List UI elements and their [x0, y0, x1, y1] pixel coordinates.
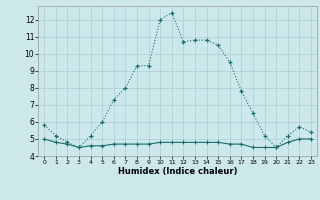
- X-axis label: Humidex (Indice chaleur): Humidex (Indice chaleur): [118, 167, 237, 176]
